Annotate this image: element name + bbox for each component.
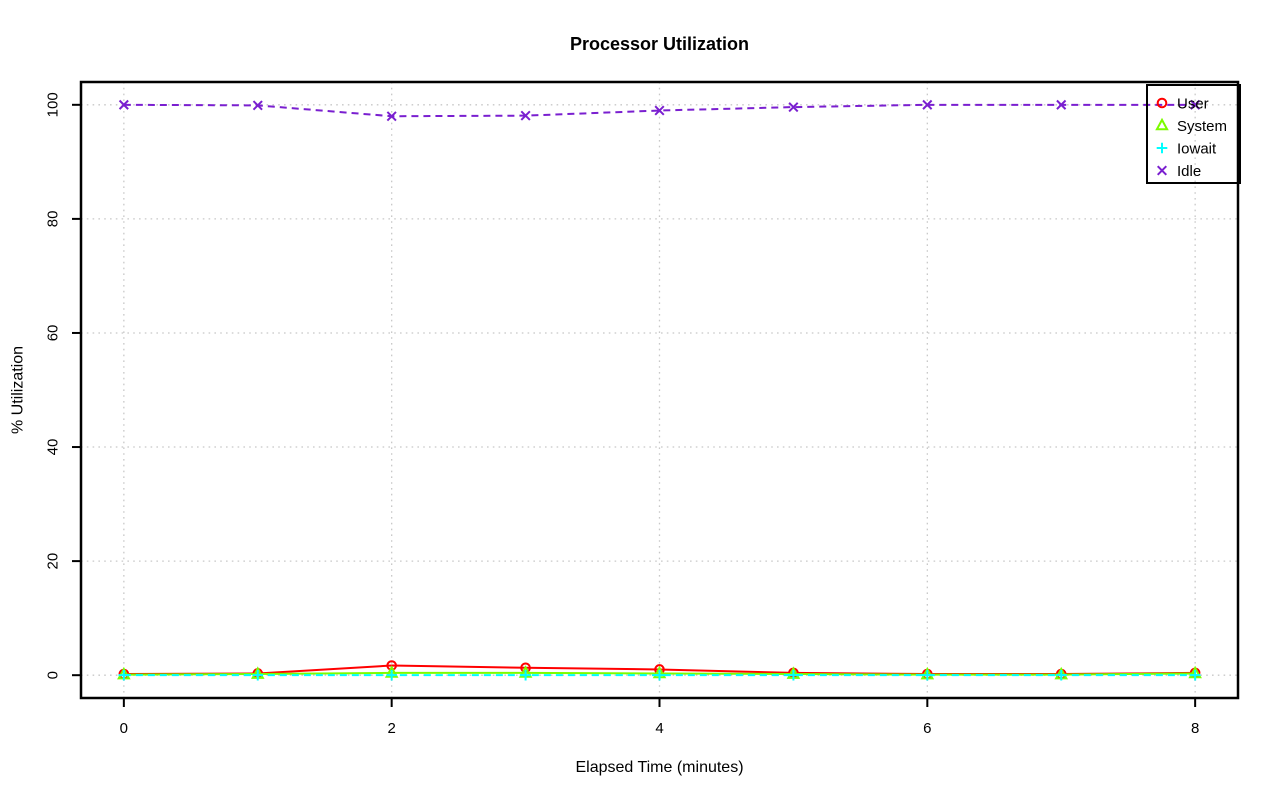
legend-marker-iowait — [1156, 142, 1168, 154]
y-tick-label-80: 80 — [44, 211, 61, 228]
grid-layer — [81, 82, 1238, 698]
series-idle-line — [123, 103, 1196, 118]
x-tick-label-4: 4 — [655, 720, 663, 737]
series-iowait-marker-2 — [386, 669, 397, 681]
series-layer — [117, 99, 1202, 681]
y-tick-label-0: 0 — [44, 671, 61, 679]
series-user-marker-2 — [386, 660, 397, 671]
x-axis-label: Elapsed Time (minutes) — [575, 759, 743, 776]
y-tick-label-20: 20 — [44, 553, 61, 570]
series-iowait-marker-5 — [788, 669, 799, 681]
legend-label-iowait: Iowait — [1177, 140, 1217, 157]
series-idle-marker-7 — [1056, 99, 1067, 110]
legend-marker-system — [1155, 117, 1169, 131]
series-idle-marker-6 — [922, 99, 933, 110]
series-iowait-marker-8 — [1189, 669, 1201, 681]
series-iowait-marker-4 — [654, 669, 665, 681]
series-idle-marker-1 — [252, 100, 263, 111]
legend-item-iowait: Iowait — [1156, 140, 1217, 157]
series-idle-marker-8 — [1190, 99, 1201, 110]
series-iowait-marker-1 — [252, 669, 264, 681]
legend-marker-user — [1156, 97, 1168, 109]
x-tick-label-8: 8 — [1191, 720, 1199, 737]
series-iowait-marker-7 — [1055, 669, 1067, 681]
legend-label-idle: Idle — [1177, 163, 1201, 180]
x-tick-label-2: 2 — [388, 720, 396, 737]
series-iowait-marker-3 — [520, 669, 531, 681]
legend-item-system: System — [1155, 117, 1227, 135]
series-idle-marker-5 — [788, 102, 799, 113]
series-iowait-marker-6 — [922, 669, 933, 681]
x-tick-label-0: 0 — [120, 720, 128, 737]
legend-marker-idle — [1156, 165, 1168, 176]
y-axis-label: % Utilization — [10, 346, 27, 434]
legend-label-system: System — [1177, 118, 1227, 135]
series-idle-marker-4 — [654, 105, 665, 116]
y-tick-label-60: 60 — [44, 325, 61, 342]
legend: User System Iowait Idle — [1146, 84, 1241, 184]
x-tick-label-6: 6 — [923, 720, 931, 737]
legend-label-user: User — [1177, 95, 1209, 112]
series-idle-marker-3 — [520, 110, 531, 121]
legend-item-idle: Idle — [1156, 163, 1201, 180]
chart-title: Processor Utilization — [570, 34, 749, 54]
legend-box — [1146, 84, 1241, 184]
y-tick-label-100: 100 — [44, 92, 61, 117]
series-iowait-marker-0 — [118, 669, 130, 681]
y-tick-label-40: 40 — [44, 439, 61, 456]
series-idle-marker-2 — [386, 111, 397, 122]
series-idle-marker-0 — [118, 99, 129, 110]
legend-item-user: User — [1156, 95, 1209, 112]
